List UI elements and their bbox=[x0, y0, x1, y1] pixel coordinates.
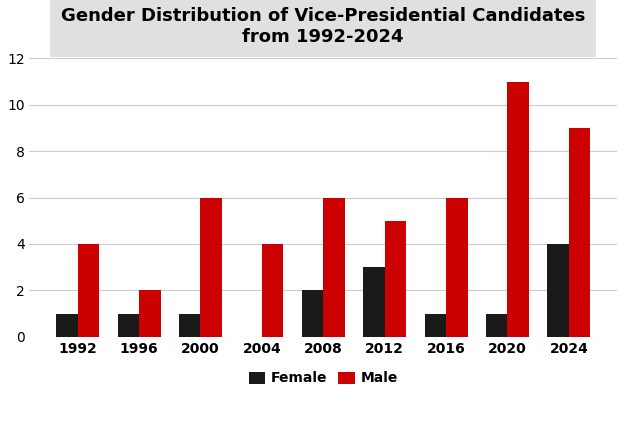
Title: Gender Distribution of Vice-Presidential Candidates
from 1992-2024: Gender Distribution of Vice-Presidential… bbox=[61, 7, 585, 46]
Bar bbox=[302, 290, 323, 337]
Bar bbox=[200, 198, 222, 337]
Bar bbox=[384, 221, 406, 337]
Bar bbox=[424, 314, 446, 337]
Bar bbox=[179, 314, 200, 337]
Bar bbox=[363, 267, 384, 337]
Bar bbox=[117, 314, 139, 337]
Bar bbox=[139, 290, 160, 337]
Bar bbox=[446, 198, 467, 337]
Bar bbox=[77, 244, 99, 337]
Bar bbox=[507, 82, 529, 337]
Bar bbox=[547, 244, 569, 337]
Bar bbox=[323, 198, 344, 337]
Bar bbox=[262, 244, 283, 337]
Bar bbox=[486, 314, 507, 337]
Bar bbox=[56, 314, 77, 337]
Legend: Female, Male: Female, Male bbox=[243, 366, 404, 391]
Bar bbox=[569, 128, 590, 337]
